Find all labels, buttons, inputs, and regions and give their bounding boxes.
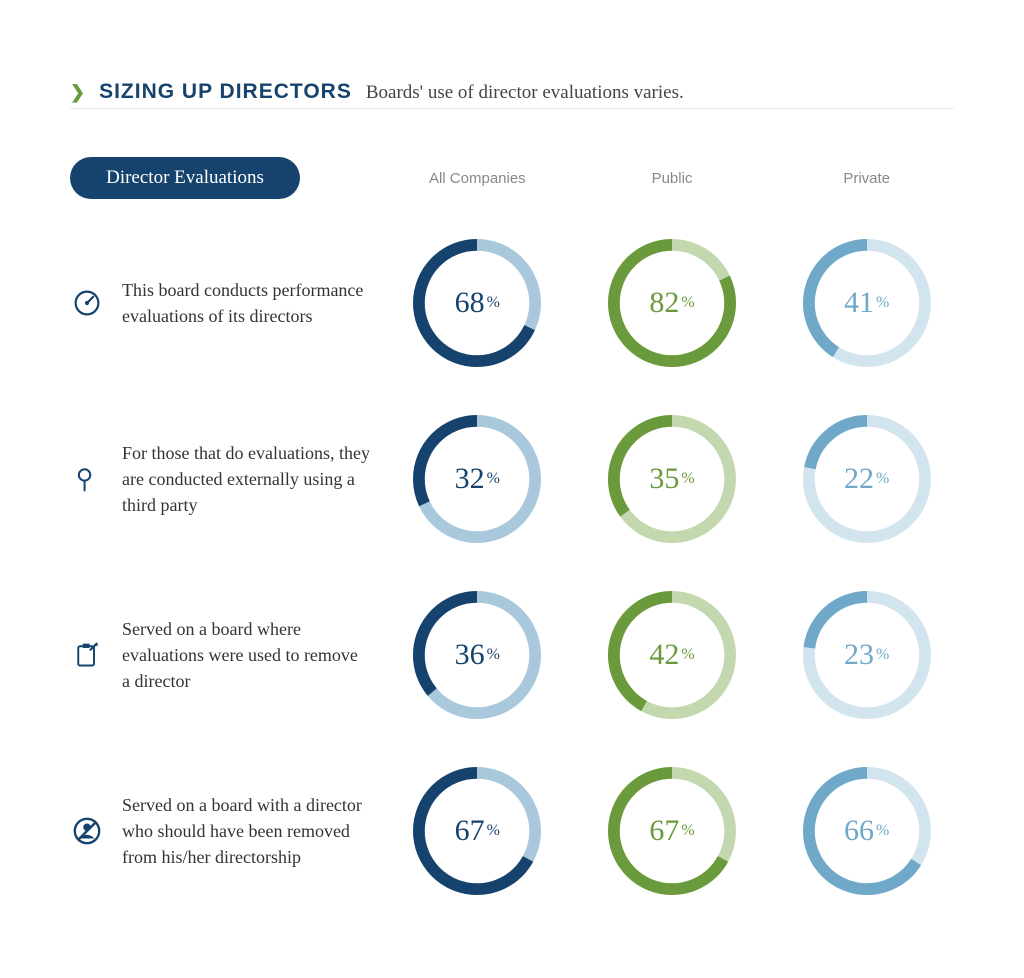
page-subtitle: Boards' use of director evaluations vari… bbox=[366, 82, 684, 104]
donut-chart: 42% bbox=[608, 591, 736, 719]
donut-public: 42% bbox=[585, 591, 760, 719]
section-pill: Director Evaluations bbox=[70, 157, 300, 199]
magnifier-icon bbox=[70, 464, 104, 494]
donut-chart: 41% bbox=[803, 239, 931, 367]
data-row: For those that do evaluations, they are … bbox=[70, 415, 954, 543]
data-row: This board conducts performance evaluati… bbox=[70, 239, 954, 367]
row-label-cell: Served on a board with a director who sh… bbox=[70, 792, 370, 870]
donut-private: 66% bbox=[779, 767, 954, 895]
row-label-cell: This board conducts performance evaluati… bbox=[70, 277, 370, 329]
donut-public: 82% bbox=[585, 239, 760, 367]
row-label: Served on a board where evaluations were… bbox=[122, 616, 370, 694]
column-head-public: Public bbox=[585, 170, 760, 187]
donut-public: 67% bbox=[585, 767, 760, 895]
data-row: Served on a board where evaluations were… bbox=[70, 591, 954, 719]
donut-chart: 68% bbox=[413, 239, 541, 367]
donut-chart: 22% bbox=[803, 415, 931, 543]
row-label-cell: For those that do evaluations, they are … bbox=[70, 440, 370, 518]
header: ❯ SIZING UP DIRECTORS Boards' use of dir… bbox=[70, 80, 954, 109]
clipboard-icon bbox=[70, 641, 104, 669]
donut-chart: 67% bbox=[608, 767, 736, 895]
gauge-icon bbox=[70, 289, 104, 317]
donut-chart: 82% bbox=[608, 239, 736, 367]
donut-chart: 23% bbox=[803, 591, 931, 719]
donut-all: 32% bbox=[390, 415, 565, 543]
donut-all: 67% bbox=[390, 767, 565, 895]
row-label: Served on a board with a director who sh… bbox=[122, 792, 370, 870]
row-label: This board conducts performance evaluati… bbox=[122, 277, 370, 329]
donut-private: 22% bbox=[779, 415, 954, 543]
nouser-icon bbox=[70, 816, 104, 846]
page-title: SIZING UP DIRECTORS bbox=[99, 80, 352, 104]
column-head-all: All Companies bbox=[390, 170, 565, 187]
data-row: Served on a board with a director who sh… bbox=[70, 767, 954, 895]
column-header-row: Director Evaluations All Companies Publi… bbox=[70, 157, 954, 199]
chevron-icon: ❯ bbox=[70, 82, 85, 103]
donut-all: 68% bbox=[390, 239, 565, 367]
donut-private: 23% bbox=[779, 591, 954, 719]
donut-all: 36% bbox=[390, 591, 565, 719]
column-head-private: Private bbox=[779, 170, 954, 187]
row-label-cell: Served on a board where evaluations were… bbox=[70, 616, 370, 694]
donut-chart: 36% bbox=[413, 591, 541, 719]
donut-chart: 66% bbox=[803, 767, 931, 895]
donut-public: 35% bbox=[585, 415, 760, 543]
donut-private: 41% bbox=[779, 239, 954, 367]
donut-chart: 35% bbox=[608, 415, 736, 543]
donut-chart: 67% bbox=[413, 767, 541, 895]
row-label: For those that do evaluations, they are … bbox=[122, 440, 370, 518]
donut-chart: 32% bbox=[413, 415, 541, 543]
data-grid: This board conducts performance evaluati… bbox=[70, 239, 954, 895]
